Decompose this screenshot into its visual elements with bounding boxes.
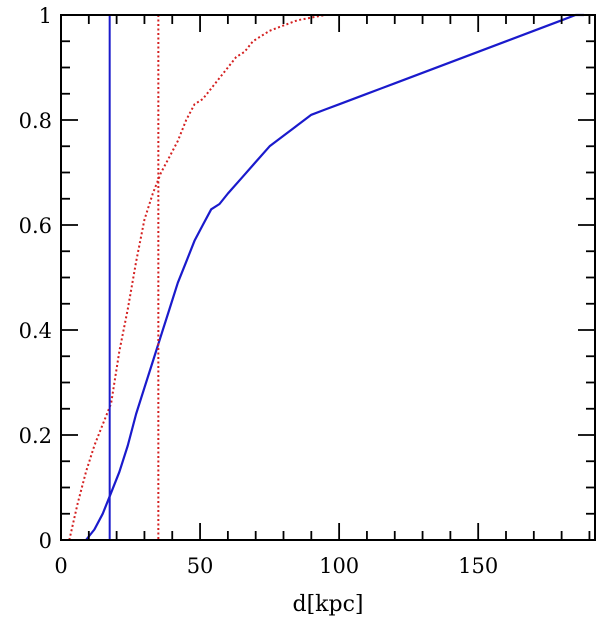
y-tick-label: 0.4 [19, 319, 52, 343]
y-tick-label: 1 [39, 4, 52, 28]
y-tick-label: 0.6 [19, 214, 52, 238]
x-axis-title: d[kpc] [293, 592, 364, 617]
y-tick-label: 0 [39, 529, 52, 553]
y-tick-labels: 0 0.2 0.4 0.6 0.8 1 [19, 4, 52, 553]
x-tick-label: 0 [54, 554, 67, 578]
plot-frame [60, 14, 596, 541]
vertical-markers [108, 15, 160, 540]
y-tick-label: 0.8 [19, 109, 52, 133]
x-tick-label: 50 [187, 554, 214, 578]
x-tick-label: 100 [319, 554, 359, 578]
x-tick-label: 150 [458, 554, 498, 578]
x-tick-labels: 0 50 100 150 [54, 554, 498, 578]
series-line-1 [85, 13, 584, 541]
y-tick-label: 0.2 [19, 424, 52, 448]
